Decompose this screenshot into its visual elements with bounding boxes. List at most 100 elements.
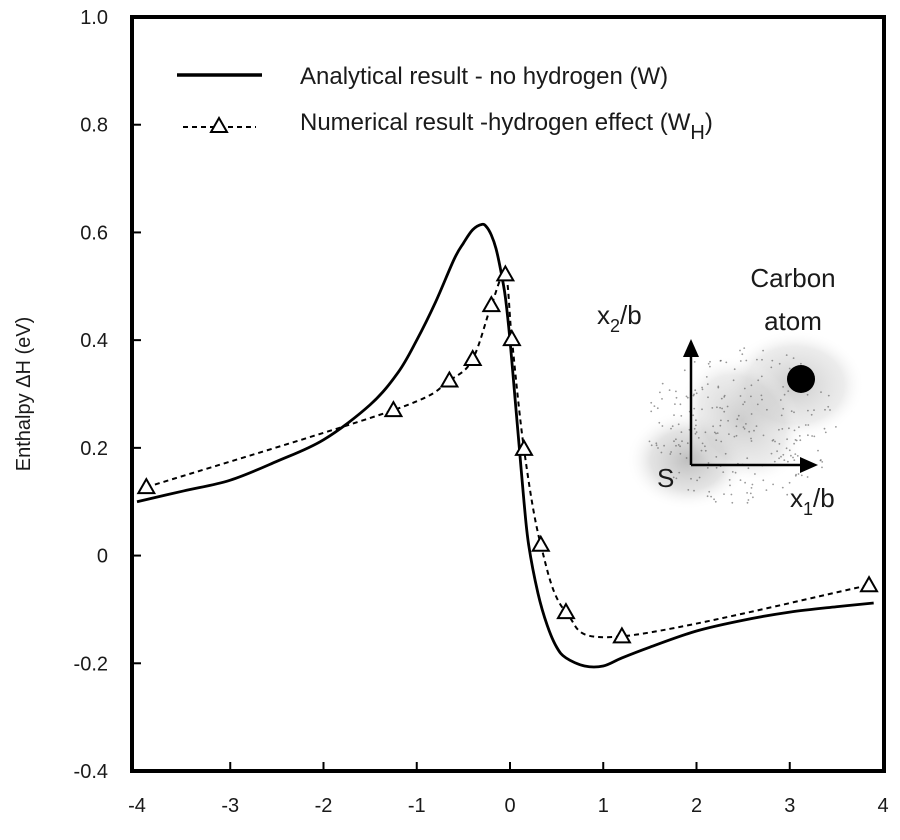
speckle-dot — [793, 442, 795, 445]
y-tick-label: 1.0 — [80, 7, 108, 29]
speckle-dot — [835, 426, 837, 428]
speckle-dot — [798, 435, 801, 437]
connecting-cloud — [680, 355, 804, 485]
speckle-dot — [762, 349, 764, 352]
speckle-dot — [744, 481, 746, 484]
speckle-dot — [761, 398, 763, 401]
speckle-dot — [681, 440, 683, 443]
speckle-dot — [793, 411, 795, 414]
y-tick-label: 0 — [97, 546, 108, 568]
origin-label: S — [657, 463, 674, 493]
speckle-dot — [749, 492, 752, 495]
speckle-dot — [701, 408, 703, 411]
speckle-dot — [735, 425, 738, 428]
speckle-dot — [824, 431, 827, 434]
speckle-dot — [730, 493, 733, 496]
y-tick-label: 0.4 — [80, 330, 108, 352]
speckle-dot — [804, 424, 807, 426]
speckle-dot — [668, 389, 671, 391]
x1-axis-label: x1/b — [790, 483, 835, 519]
y-tick-label: 0.8 — [80, 115, 108, 137]
speckle-dot — [798, 426, 800, 428]
speckle-dot — [821, 461, 824, 463]
speckle-dot — [756, 403, 759, 406]
speckle-dot — [708, 490, 711, 493]
speckle-dot — [670, 427, 672, 430]
speckle-dot — [679, 445, 681, 448]
speckle-dot — [748, 430, 751, 433]
speckle-dot — [788, 427, 790, 430]
speckle-dot — [693, 489, 695, 492]
legend-triangle-marker — [209, 115, 229, 133]
speckle-dot — [692, 394, 695, 397]
speckle-dot — [692, 414, 695, 417]
speckle-dot — [729, 484, 731, 487]
speckle-dot — [762, 434, 765, 437]
speckle-dot — [788, 367, 791, 370]
speckle-dot — [760, 394, 763, 397]
speckle-dot — [806, 476, 809, 478]
speckle-dot — [792, 357, 795, 359]
speckle-dot — [739, 479, 742, 481]
data-point-triangle — [495, 264, 516, 282]
speckle-dot — [772, 439, 775, 441]
speckle-dot — [800, 362, 802, 365]
x-axis-ticks: -4 -3 -2 -1 0 1 2 3 4 — [128, 762, 889, 817]
speckle-dot — [672, 476, 675, 479]
speckle-dot — [745, 423, 747, 425]
speckle-dot — [696, 479, 698, 482]
speckle-dot — [719, 424, 722, 427]
speckle-dot — [726, 405, 729, 408]
speckle-dot — [685, 395, 688, 398]
speckle-dot — [694, 389, 697, 392]
speckle-dot — [750, 487, 753, 489]
speckle-dot — [728, 479, 731, 481]
data-point-triangle — [383, 400, 404, 418]
y-tick-label: 0.2 — [80, 438, 108, 460]
speckle-dot — [656, 407, 659, 410]
speckle-dot — [745, 359, 748, 362]
speckle-dot — [695, 424, 697, 427]
speckle-dot — [725, 361, 728, 364]
speckle-dot — [709, 365, 711, 368]
speckle-dot — [813, 409, 815, 411]
inset-illustration: S x1/b x2/b Carbon atom — [597, 263, 865, 519]
speckle-dot — [799, 439, 802, 442]
speckle-dot — [750, 384, 753, 387]
speckle-dot — [787, 460, 789, 463]
speckle-dot — [820, 391, 822, 393]
speckle-dot — [732, 379, 735, 382]
speckle-dot — [776, 450, 778, 453]
speckle-dot — [722, 471, 725, 473]
speckle-dot — [733, 435, 736, 438]
speckle-dot — [670, 451, 672, 453]
speckle-dot — [782, 386, 784, 388]
speckle-dot — [650, 401, 653, 404]
speckle-dot — [655, 444, 658, 447]
speckle-dot — [648, 440, 651, 443]
speckle-dot — [746, 501, 749, 504]
speckle-dot — [661, 425, 664, 427]
speckle-dot — [797, 473, 800, 475]
speckle-dot — [673, 440, 675, 443]
speckle-dot — [779, 399, 782, 401]
speckle-dot — [796, 455, 799, 457]
x-tick-label: 1 — [598, 795, 609, 817]
speckle-dot — [661, 398, 663, 400]
x2-arrowhead-icon — [683, 339, 699, 357]
speckle-dot — [669, 453, 672, 455]
data-point-triangle — [859, 575, 879, 593]
speckle-dot — [660, 451, 663, 454]
speckle-dot — [686, 442, 689, 445]
speckle-dot — [679, 403, 682, 406]
atom-label-line1: Carbon — [750, 263, 835, 293]
speckle-dot — [723, 410, 726, 413]
speckle-dot — [705, 376, 708, 378]
speckle-dot — [687, 489, 690, 491]
speckle-dot — [743, 427, 746, 430]
speckle-dot — [707, 462, 710, 464]
speckle-dot — [715, 432, 717, 435]
speckle-dot — [739, 360, 742, 362]
speckle-dot — [715, 466, 718, 469]
